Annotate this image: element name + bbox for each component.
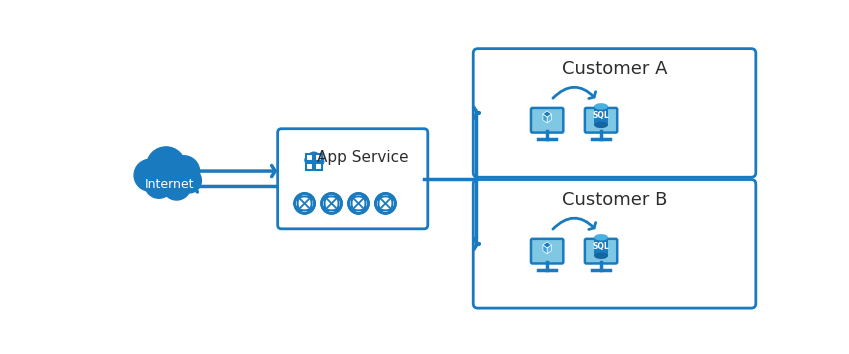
Circle shape: [162, 172, 191, 200]
Polygon shape: [547, 245, 551, 254]
FancyBboxPatch shape: [585, 239, 617, 263]
FancyBboxPatch shape: [306, 163, 313, 170]
Circle shape: [295, 193, 315, 213]
FancyBboxPatch shape: [473, 179, 756, 308]
Circle shape: [144, 170, 173, 198]
Circle shape: [314, 155, 323, 164]
Polygon shape: [543, 242, 551, 248]
Polygon shape: [547, 114, 551, 123]
FancyBboxPatch shape: [531, 239, 564, 263]
Circle shape: [168, 156, 200, 188]
FancyBboxPatch shape: [473, 48, 756, 177]
Text: App Service: App Service: [317, 150, 408, 165]
Circle shape: [317, 158, 323, 165]
Polygon shape: [543, 114, 547, 123]
Circle shape: [134, 159, 166, 191]
Polygon shape: [543, 245, 547, 254]
FancyBboxPatch shape: [585, 108, 617, 132]
FancyBboxPatch shape: [278, 129, 428, 229]
Circle shape: [308, 152, 319, 163]
FancyBboxPatch shape: [315, 154, 322, 161]
FancyBboxPatch shape: [306, 154, 313, 161]
FancyBboxPatch shape: [531, 108, 564, 132]
Circle shape: [308, 159, 316, 166]
FancyBboxPatch shape: [594, 107, 608, 125]
Ellipse shape: [594, 234, 608, 240]
Text: SQL: SQL: [593, 242, 610, 251]
FancyBboxPatch shape: [315, 163, 322, 170]
Circle shape: [348, 193, 368, 213]
Circle shape: [312, 159, 321, 167]
Text: Customer B: Customer B: [562, 190, 667, 209]
Circle shape: [305, 156, 314, 165]
Ellipse shape: [594, 252, 608, 259]
Circle shape: [177, 168, 201, 193]
Ellipse shape: [594, 122, 608, 128]
Text: SQL: SQL: [593, 111, 610, 120]
Circle shape: [322, 193, 341, 213]
Ellipse shape: [594, 103, 608, 110]
Polygon shape: [543, 111, 551, 117]
Text: Customer A: Customer A: [562, 60, 667, 78]
Circle shape: [375, 193, 396, 213]
Circle shape: [147, 147, 185, 186]
Text: Internet: Internet: [145, 178, 194, 192]
FancyBboxPatch shape: [594, 237, 608, 256]
